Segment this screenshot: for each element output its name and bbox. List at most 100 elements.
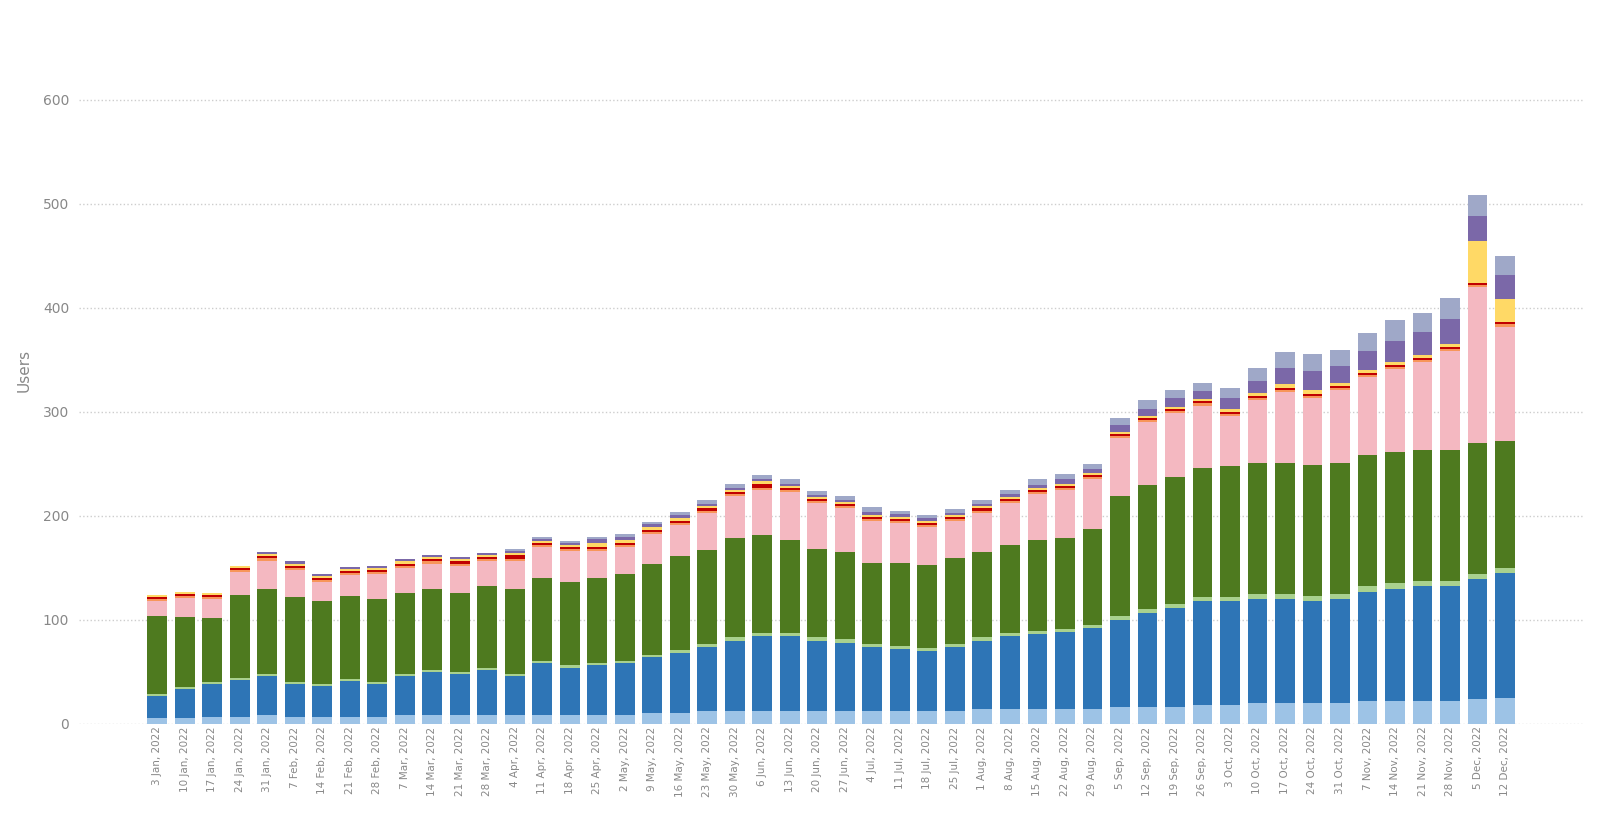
Bar [670,653,690,713]
Bar [973,513,992,552]
Bar [698,647,717,711]
Bar [643,535,662,563]
Bar [752,488,773,490]
Bar [1027,484,1048,488]
Bar [1083,628,1102,709]
Bar [258,556,277,558]
Bar [1221,416,1240,466]
Bar [1386,584,1405,589]
Bar [533,578,552,661]
Bar [1386,365,1405,367]
Bar [643,522,662,524]
Bar [587,551,606,578]
Bar [698,506,717,509]
Bar [1110,496,1130,615]
Bar [973,641,992,709]
Bar [1440,586,1459,701]
Bar [477,670,498,716]
Bar [560,545,579,547]
Bar [1330,599,1350,702]
Bar [1192,405,1213,468]
Bar [917,514,938,518]
Bar [698,644,717,647]
Bar [147,719,166,724]
Bar [779,633,800,637]
Bar [946,521,965,558]
Bar [1386,320,1405,341]
Bar [587,543,606,547]
Bar [1413,355,1432,357]
Bar [614,535,635,536]
Bar [890,646,910,649]
Bar [835,552,854,640]
Bar [973,500,992,505]
Bar [890,711,910,724]
Bar [1054,484,1075,486]
Bar [1275,593,1294,599]
Bar [258,716,277,724]
Bar [835,509,854,552]
Bar [339,567,360,569]
Bar [422,562,442,563]
Bar [1275,352,1294,368]
Bar [587,663,606,666]
Bar [1358,374,1378,375]
Bar [285,570,304,597]
Bar [1467,285,1488,287]
Bar [560,666,579,667]
Bar [1027,631,1048,634]
Bar [1330,390,1350,462]
Bar [1000,497,1019,499]
Bar [395,567,414,593]
Bar [917,648,938,651]
Bar [368,567,387,570]
Bar [587,578,606,663]
Bar [312,576,333,578]
Bar [1302,596,1322,601]
Bar [1221,409,1240,412]
Bar [1467,287,1488,443]
Bar [1192,391,1213,400]
Bar [1083,475,1102,477]
Bar [285,597,304,682]
Bar [973,506,992,509]
Bar [698,550,717,644]
Bar [698,500,717,505]
Bar [202,717,222,724]
Bar [725,641,744,711]
Bar [312,686,333,717]
Bar [890,519,910,521]
Bar [1302,371,1322,390]
Bar [1302,398,1322,465]
Bar [725,711,744,724]
Bar [1110,434,1130,435]
Bar [477,559,498,562]
Bar [1027,540,1048,631]
Bar [1494,573,1515,698]
Bar [835,642,854,711]
Bar [202,685,222,717]
Bar [147,595,166,597]
Bar [1110,425,1130,431]
Bar [808,495,827,497]
Bar [1413,701,1432,724]
Bar [506,549,525,551]
Bar [1000,637,1019,709]
Bar [643,527,662,530]
Bar [779,486,800,488]
Bar [1302,394,1322,396]
Bar [533,545,552,547]
Bar [670,525,690,556]
Bar [147,599,166,601]
Bar [450,563,470,566]
Bar [779,637,800,711]
Bar [1467,579,1488,698]
Bar [917,565,938,648]
Bar [1054,709,1075,724]
Bar [1386,701,1405,724]
Bar [1275,599,1294,702]
Bar [1027,709,1048,724]
Bar [230,678,250,680]
Bar [862,507,882,511]
Bar [1165,707,1186,724]
